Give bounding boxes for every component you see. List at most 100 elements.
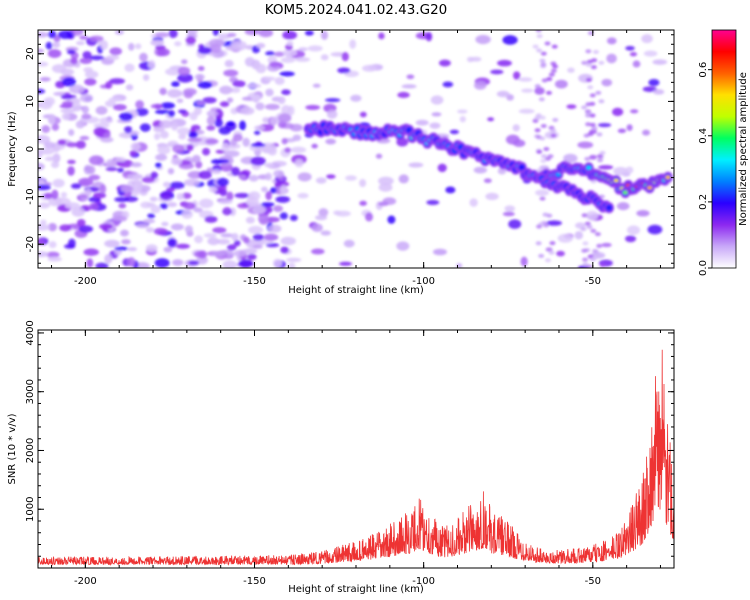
- noise-blob: [167, 238, 177, 248]
- noise-blob: [255, 63, 267, 74]
- noise-blob: [585, 111, 592, 116]
- noise-blob: [254, 130, 261, 135]
- noise-blob: [79, 57, 93, 64]
- noise-blob: [38, 184, 51, 191]
- noise-blob: [264, 103, 280, 111]
- signal-ridge-core: [613, 178, 619, 183]
- noise-blob: [105, 158, 117, 169]
- signal-ridge-core: [354, 126, 360, 131]
- noise-blob: [652, 89, 665, 95]
- noise-blob: [170, 157, 183, 166]
- noise-blob: [172, 259, 184, 267]
- noise-blob: [536, 48, 543, 53]
- noise-blob: [548, 72, 555, 77]
- noise-blob: [194, 106, 202, 116]
- noise-blob: [314, 215, 328, 221]
- noise-blob: [89, 55, 105, 61]
- y-tick-label: 3000: [25, 379, 36, 404]
- noise-blob: [265, 243, 280, 248]
- signal-ridge-core: [586, 165, 592, 170]
- noise-blob: [224, 150, 240, 158]
- noise-blob: [567, 67, 575, 73]
- noise-blob: [81, 113, 92, 120]
- noise-blob: [218, 199, 233, 205]
- noise-blob: [102, 133, 111, 138]
- noise-blob: [186, 144, 194, 151]
- y-tick-label: 20: [25, 47, 36, 60]
- noise-blob: [206, 125, 216, 131]
- noise-blob: [647, 224, 663, 235]
- noise-blob: [57, 139, 67, 146]
- noise-blob: [320, 54, 329, 61]
- noise-blob: [350, 94, 362, 102]
- noise-blob: [125, 84, 134, 91]
- noise-blob: [78, 177, 94, 187]
- noise-blob: [289, 214, 298, 222]
- noise-blob: [279, 71, 295, 77]
- noise-blob: [539, 136, 546, 141]
- noise-blob: [237, 203, 250, 209]
- noise-blob: [589, 113, 596, 118]
- noise-blob: [625, 45, 635, 51]
- noise-blob: [260, 202, 275, 207]
- noise-blob: [548, 250, 555, 255]
- noise-blob: [551, 44, 558, 49]
- noise-blob: [53, 35, 61, 43]
- noise-blob: [150, 103, 164, 109]
- noise-blob: [244, 56, 255, 67]
- noise-blob: [273, 205, 284, 213]
- noise-blob: [502, 211, 515, 217]
- noise-blob: [563, 153, 578, 163]
- noise-blob: [539, 115, 546, 120]
- noise-blob: [154, 258, 170, 268]
- noise-blob: [505, 134, 520, 145]
- noise-blob: [513, 71, 521, 80]
- noise-blob: [161, 221, 169, 227]
- noise-blob: [196, 100, 206, 106]
- noise-blob: [280, 246, 289, 254]
- x-tick-label: -100: [412, 576, 435, 587]
- noise-blob: [585, 102, 592, 107]
- snr-panel: -200 -150 -100 -50 1000 2000 3000 4000 Height …: [7, 320, 675, 595]
- noise-blob: [113, 104, 127, 111]
- noise-blob: [589, 122, 596, 127]
- noise-blob: [104, 239, 120, 248]
- noise-blob: [557, 233, 574, 243]
- noise-blob: [536, 224, 543, 229]
- noise-blob: [239, 106, 255, 115]
- noise-blob: [41, 125, 51, 133]
- noise-blob: [242, 137, 250, 147]
- noise-blob: [60, 108, 76, 113]
- noise-blob: [127, 173, 144, 180]
- noise-blob: [67, 166, 75, 176]
- noise-blob: [581, 60, 588, 65]
- spectrogram-heatmap: [38, 30, 673, 268]
- noise-blob: [170, 223, 184, 231]
- noise-blob: [211, 251, 227, 256]
- noise-blob: [279, 185, 288, 195]
- noise-blob: [359, 178, 367, 188]
- y-tick-label: 2000: [25, 438, 36, 463]
- noise-blob: [349, 39, 357, 49]
- noise-blob: [95, 262, 109, 268]
- noise-blob: [134, 107, 149, 117]
- noise-blob: [485, 192, 499, 201]
- noise-blob: [114, 196, 130, 203]
- noise-blob: [544, 41, 551, 46]
- noise-blob: [625, 166, 634, 174]
- noise-blob: [590, 65, 597, 70]
- noise-blob: [216, 238, 231, 245]
- noise-blob: [280, 57, 296, 63]
- noise-blob: [536, 34, 543, 39]
- noise-blob: [581, 213, 588, 218]
- noise-blob: [237, 261, 254, 267]
- noise-blob: [587, 85, 594, 90]
- noise-blob: [581, 248, 588, 253]
- noise-blob: [298, 47, 308, 52]
- noise-blob: [592, 49, 599, 54]
- noise-blob: [534, 84, 541, 89]
- noise-blob: [221, 142, 230, 152]
- noise-blob: [591, 58, 598, 63]
- signal-ridge-core: [519, 165, 525, 170]
- noise-blob: [426, 199, 440, 206]
